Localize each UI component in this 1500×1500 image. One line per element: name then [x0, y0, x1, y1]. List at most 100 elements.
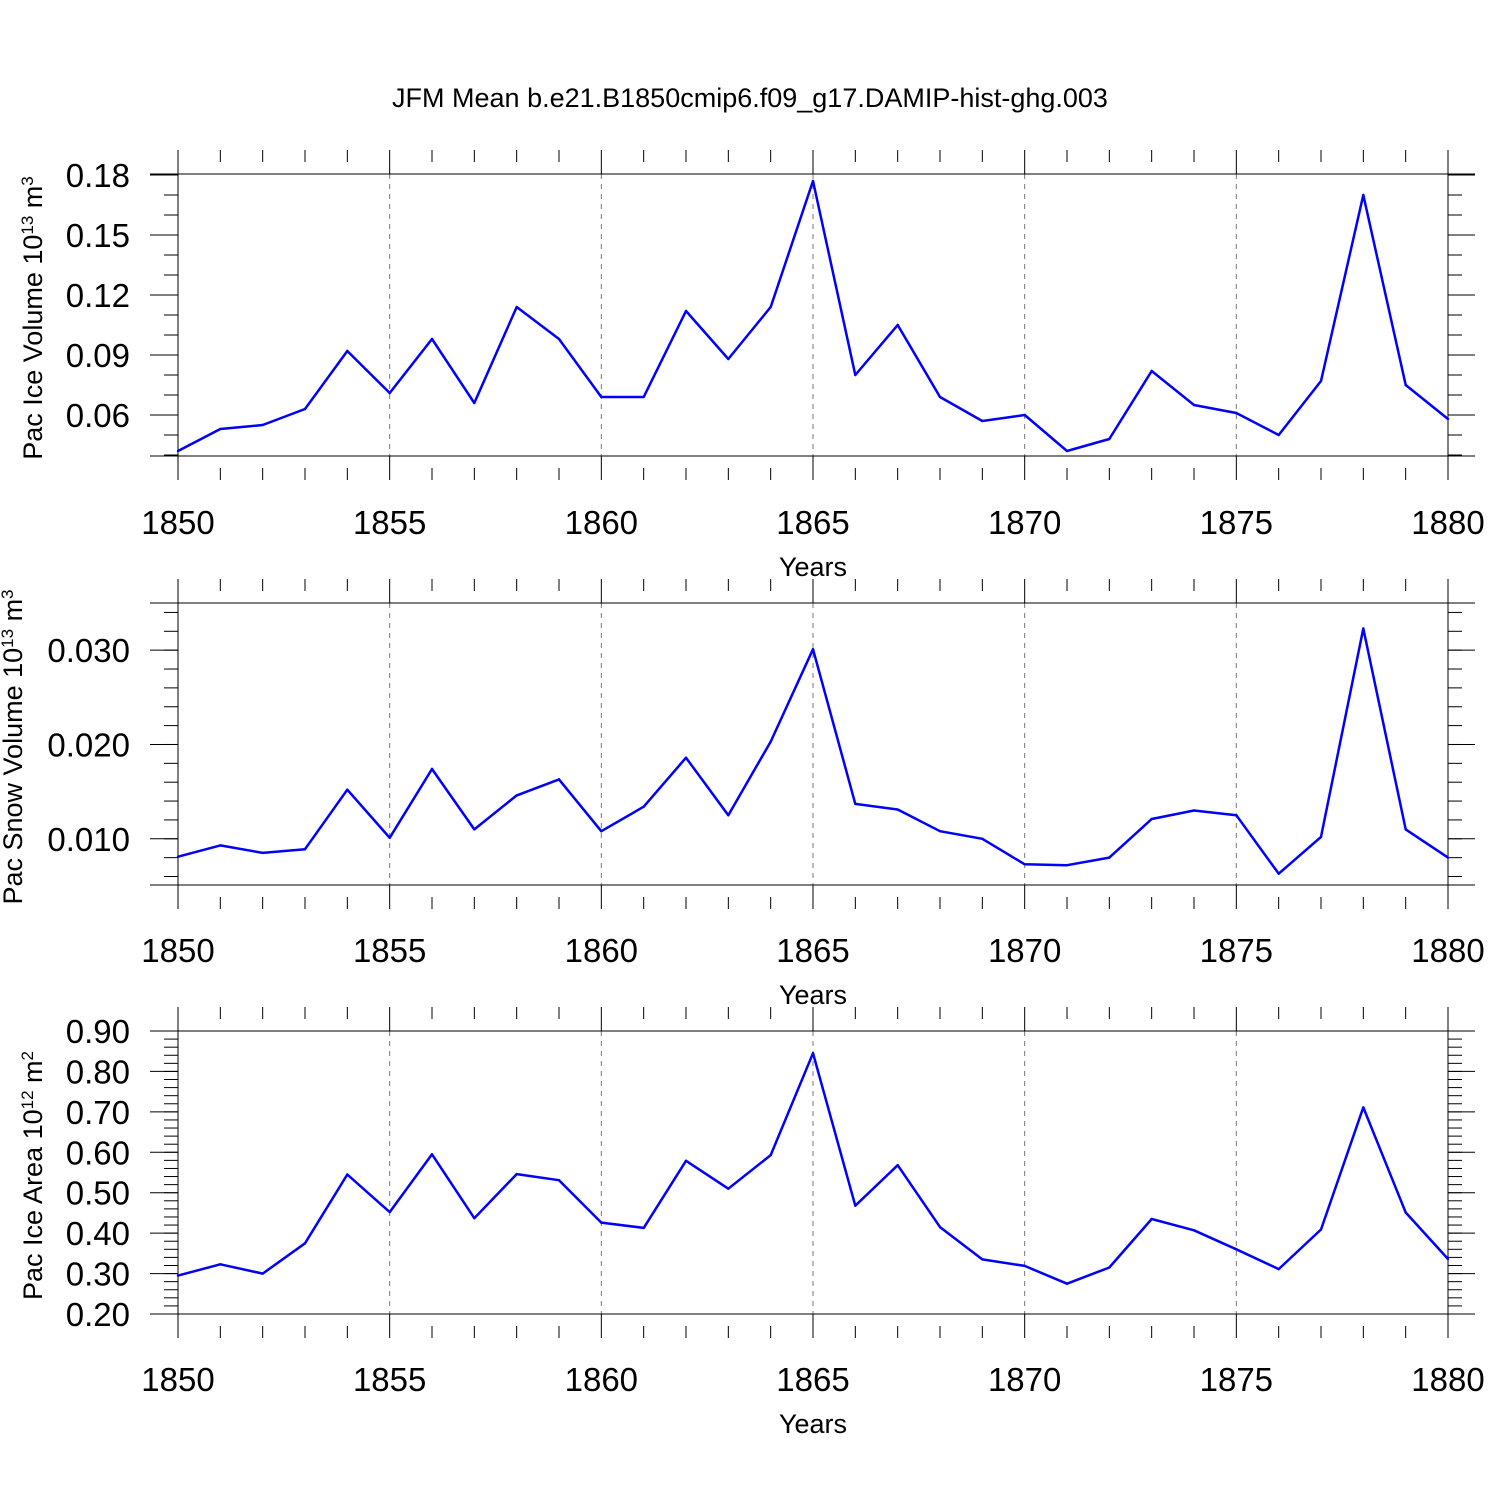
- data-point: [219, 427, 222, 431]
- data-point: [430, 767, 434, 771]
- data-point: [896, 323, 899, 327]
- data-point: [1446, 856, 1450, 859]
- x-tick-label: 1880: [1411, 1361, 1484, 1398]
- data-point: [727, 1187, 730, 1190]
- y-axis-title: Pac Ice Volume 1013 m3: [18, 176, 49, 460]
- data-point: [1192, 809, 1196, 812]
- data-point: [1362, 627, 1365, 630]
- data-point: [854, 373, 857, 377]
- data-point: [981, 837, 984, 840]
- y-tick-label: 0.12: [66, 277, 130, 314]
- y-tick-label: 0.09: [66, 337, 130, 374]
- x-tick-label: 1875: [1200, 932, 1273, 969]
- data-point: [1108, 1266, 1111, 1269]
- y-tick-label: 0.020: [47, 726, 130, 763]
- data-point: [811, 1052, 815, 1055]
- y-tick-label: 0.70: [66, 1094, 130, 1131]
- data-point: [176, 449, 180, 453]
- y-axis-title-unit: m: [0, 599, 28, 629]
- x-tick-label: 1860: [565, 504, 638, 541]
- y-axis-title-exponent: 13: [0, 629, 17, 648]
- data-point: [1108, 437, 1111, 441]
- data-point: [1362, 193, 1365, 197]
- data-point: [176, 855, 180, 858]
- data-point: [1192, 1229, 1196, 1232]
- x-tick-label: 1865: [776, 504, 849, 541]
- data-point: [261, 423, 264, 427]
- data-point: [727, 814, 730, 817]
- data-point: [388, 836, 391, 840]
- y-axis-title-exponent: 13: [18, 216, 37, 235]
- x-tick-label: 1865: [776, 932, 849, 969]
- data-point: [515, 305, 518, 309]
- data-point: [1362, 1106, 1365, 1109]
- y-tick-label: 0.20: [66, 1296, 130, 1333]
- data-point: [769, 1153, 772, 1157]
- data-point: [473, 1216, 476, 1220]
- data-point: [557, 337, 561, 341]
- data-point: [684, 309, 688, 313]
- data-point: [896, 808, 899, 811]
- data-point: [473, 828, 476, 831]
- data-point: [1150, 369, 1153, 373]
- data-point: [1108, 856, 1111, 859]
- data-point: [1277, 433, 1280, 437]
- data-point: [981, 419, 984, 423]
- panel-2: 0.010 0.020 0.030 1850 1855 1860 1865 1870 1875 1…: [0, 579, 1485, 1010]
- x-tick-label: 1855: [353, 504, 426, 541]
- data-point: [346, 349, 349, 353]
- data-point: [854, 1204, 857, 1207]
- data-point: [1404, 828, 1407, 831]
- data-point: [1023, 413, 1026, 417]
- y-tick-label: 0.50: [66, 1175, 130, 1212]
- x-tick-label: 1850: [141, 504, 214, 541]
- x-tick-label: 1855: [353, 1361, 426, 1398]
- data-point: [1319, 835, 1323, 839]
- y-axis-title: Pac Ice Area 1012 m2: [18, 1051, 49, 1300]
- data-point: [176, 1274, 180, 1277]
- data-point: [303, 407, 307, 411]
- x-axis-title: Years: [779, 980, 847, 1010]
- data-point: [981, 1258, 984, 1261]
- data-point: [854, 802, 857, 806]
- data-point: [346, 788, 349, 791]
- data-point: [1235, 814, 1238, 817]
- y-axis-title-unit-exponent: 3: [0, 589, 17, 598]
- y-axis-title-unit-exponent: 3: [18, 176, 37, 185]
- data-point: [388, 391, 391, 395]
- data-point: [1277, 1267, 1280, 1271]
- data-point: [1065, 449, 1069, 453]
- y-axis-title-exponent: 12: [18, 1090, 37, 1109]
- x-tick-label: 1880: [1411, 932, 1484, 969]
- y-axis-title-text: Pac Ice Area 10: [18, 1109, 48, 1300]
- y-axis-title-text: Pac Snow Volume 10: [0, 648, 28, 905]
- y-axis-title-unit: m: [18, 1060, 48, 1090]
- x-tick-label: 1870: [988, 504, 1061, 541]
- data-point: [1404, 383, 1407, 387]
- y-tick-label: 0.40: [66, 1215, 130, 1252]
- data-point: [388, 1210, 391, 1214]
- data-point: [1446, 417, 1450, 421]
- data-point: [1404, 1211, 1407, 1214]
- y-axis-title-unit: m: [18, 186, 48, 216]
- data-point: [261, 851, 264, 855]
- y-tick-label: 0.06: [66, 397, 130, 434]
- data-point: [811, 179, 815, 183]
- data-point: [346, 1173, 349, 1176]
- data-point: [303, 1242, 307, 1245]
- data-point: [727, 357, 730, 361]
- data-point: [515, 1172, 518, 1176]
- data-point: [896, 1164, 899, 1167]
- panel-1: 0.06 0.09 0.12 0.15 0.18 1850 1855 1860 1865 1870…: [18, 150, 1485, 582]
- data-point: [1446, 1257, 1450, 1261]
- data-point: [600, 395, 603, 399]
- data-point: [303, 847, 307, 851]
- data-point: [1319, 1228, 1323, 1231]
- data-point: [1150, 1217, 1153, 1221]
- y-tick-label: 0.15: [66, 217, 130, 254]
- y-axis-title: Pac Snow Volume 1013 m3: [0, 589, 28, 904]
- data-point: [938, 395, 942, 399]
- data-point: [473, 401, 476, 405]
- data-point: [769, 740, 772, 743]
